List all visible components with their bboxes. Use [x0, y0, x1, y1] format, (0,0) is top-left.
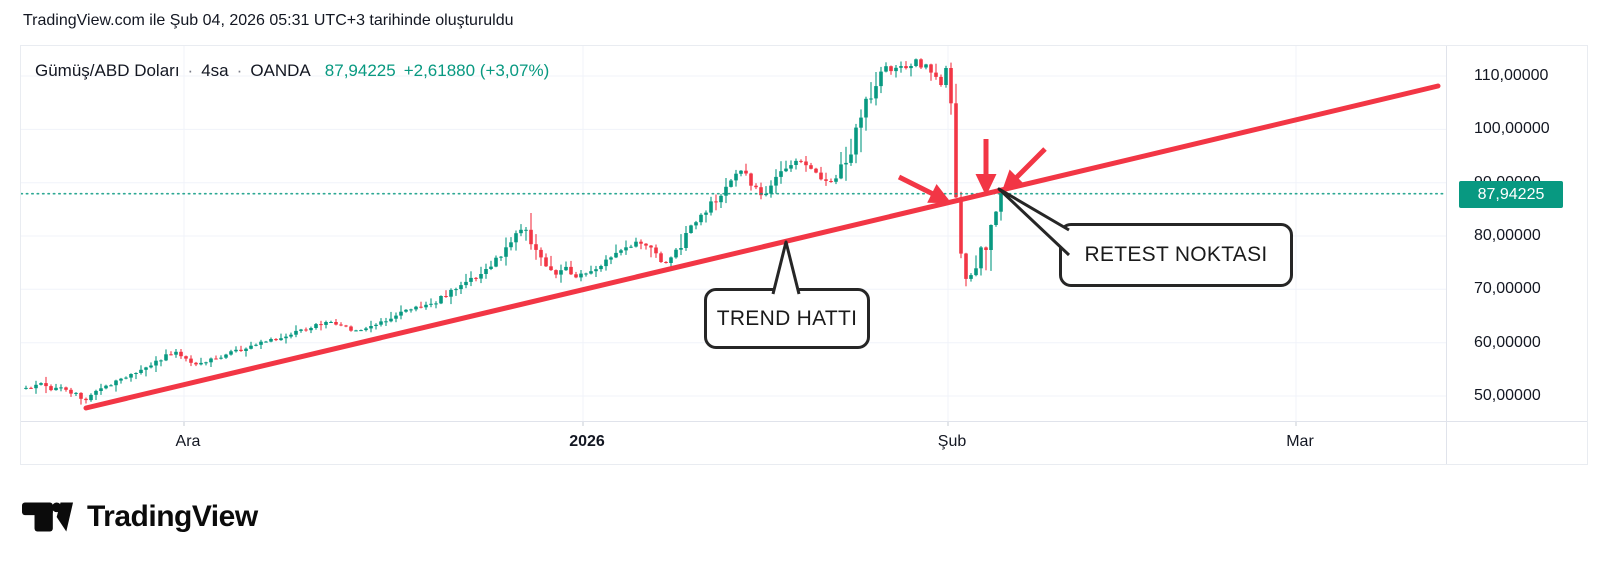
- price-tick-label: 70,00000: [1474, 280, 1541, 297]
- time-axis-separator: [21, 421, 1587, 422]
- chart-legend[interactable]: Gümüş/ABD Doları · 4sa · OANDA 87,94225 …: [35, 61, 549, 81]
- time-tick-label: Ara: [175, 433, 201, 450]
- price-change-value: +2,61880 (+3,07%): [403, 61, 550, 80]
- brand-row: TradingView: [22, 498, 258, 536]
- price-tick-label: 80,00000: [1474, 227, 1541, 244]
- price-axis-separator: [1446, 46, 1447, 464]
- price-tick-label: 100,00000: [1474, 120, 1550, 137]
- last-price-value: 87,94225: [324, 61, 396, 80]
- attribution-text: TradingView.com ile Şub 04, 2026 05:31 U…: [23, 12, 514, 29]
- candlestick-plot[interactable]: [21, 46, 1446, 464]
- price-scale[interactable]: 110,00000100,0000090,0000080,0000070,000…: [1446, 46, 1587, 464]
- callout-retest-label: RETEST NOKTASI: [1084, 243, 1268, 266]
- exchange-label[interactable]: OANDA: [250, 61, 311, 80]
- symbol-name[interactable]: Gümüş/ABD Doları: [35, 61, 180, 80]
- time-tick-label: Mar: [1286, 433, 1314, 450]
- time-axis[interactable]: Ara 2026 Şub Mar: [21, 421, 1446, 464]
- chart-widget: Gümüş/ABD Doları · 4sa · OANDA 87,94225 …: [20, 45, 1588, 465]
- price-tick-label: 60,00000: [1474, 334, 1541, 351]
- callout-trend-line: TREND HATTI: [704, 288, 870, 349]
- legend-separator: ·: [187, 61, 194, 80]
- interval-label[interactable]: 4sa: [201, 61, 229, 80]
- price-tick-label: 50,00000: [1474, 387, 1541, 404]
- price-tick-label: 110,00000: [1474, 67, 1549, 84]
- tradingview-logo-icon[interactable]: [22, 498, 74, 536]
- legend-separator: ·: [236, 61, 243, 80]
- callout-retest-point: RETEST NOKTASI: [1059, 223, 1293, 287]
- time-tick-label: Şub: [937, 433, 967, 450]
- time-tick-label: 2026: [569, 433, 605, 450]
- tradingview-logo-text[interactable]: TradingView: [87, 500, 258, 533]
- callout-trend-label: TREND HATTI: [716, 306, 858, 330]
- last-price-badge: 87,94225: [1459, 181, 1563, 208]
